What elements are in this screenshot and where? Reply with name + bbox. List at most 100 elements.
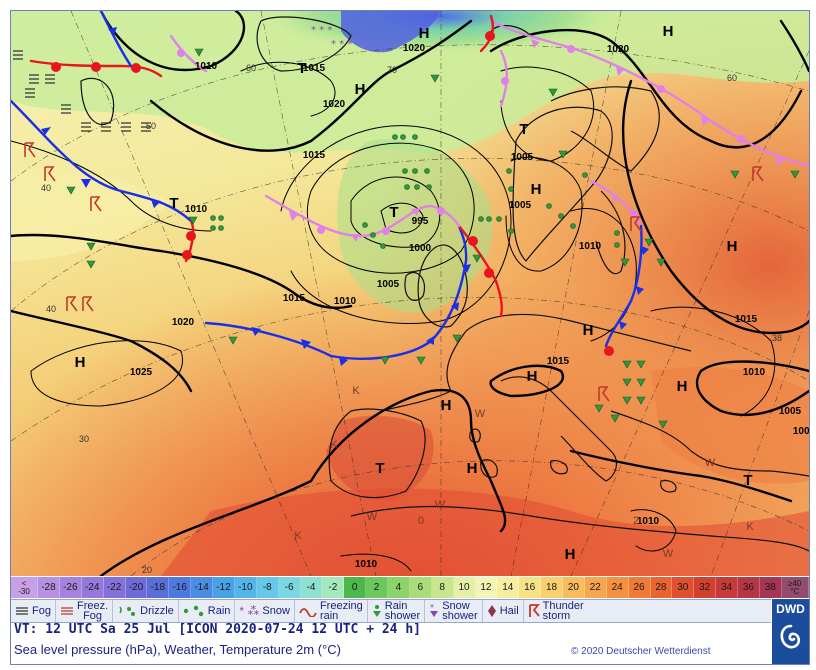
- scale-cell: -14: [191, 577, 213, 598]
- pressure-center-label: H: [565, 546, 576, 563]
- scale-cell: 16: [519, 577, 542, 598]
- pressure-center-label: T: [297, 60, 306, 77]
- isobar-label: 1000: [409, 243, 432, 254]
- dwd-logo[interactable]: DWD: [772, 599, 809, 664]
- legend-rain-shower: Rain shower: [368, 600, 426, 622]
- pressure-center-label: H: [419, 25, 430, 42]
- scale-cell: 20: [563, 577, 585, 598]
- snow-shower-icon: *: [429, 604, 439, 618]
- isobar-label: 1010: [195, 61, 218, 72]
- scale-cell: 24: [606, 577, 629, 598]
- legend-fog: Fog: [11, 600, 56, 622]
- air-mass-mark: W: [435, 499, 446, 511]
- isobar-label: 1010: [579, 241, 602, 252]
- scale-cell: -26: [59, 577, 82, 598]
- legend-snow: * ⁂ Snow: [235, 600, 295, 622]
- isobar-label: 1015: [735, 314, 758, 325]
- temperature-scale: < -30 -28 -26 -24 -22 -20 -18 -16 -14 -12 -10 -8 -6 -4…: [11, 577, 809, 598]
- isobar-label: 1005: [509, 200, 532, 211]
- pressure-center-label: H: [467, 460, 478, 477]
- scale-cell: -4: [300, 577, 323, 598]
- scale-cell: 28: [650, 577, 673, 598]
- latitude-label: 50: [146, 121, 156, 131]
- isobar-label: 1025: [130, 367, 153, 378]
- latitude-label: 40: [41, 183, 51, 193]
- weather-legend: Fog Freez. Fog Drizzle Rain * ⁂ Snow Fre…: [11, 599, 771, 623]
- pressure-center-label: H: [527, 368, 538, 385]
- scale-low-edge: < -30: [11, 577, 38, 598]
- pressure-center-label: H: [355, 81, 366, 98]
- isobar-label: 1010: [743, 367, 766, 378]
- scale-cell: 32: [694, 577, 717, 598]
- legend-freezing-rain: Freezing rain: [295, 600, 368, 622]
- legend-rain: Rain: [179, 600, 236, 622]
- svg-text:*: *: [430, 604, 434, 612]
- scale-cell: 12: [475, 577, 498, 598]
- scale-cell: 8: [431, 577, 454, 598]
- dwd-logo-text: DWD: [776, 602, 805, 616]
- isobar-label: 1020: [403, 43, 426, 54]
- isobar-label: 1015: [303, 150, 326, 161]
- scale-cell: 26: [628, 577, 651, 598]
- scale-cell: 36: [738, 577, 760, 598]
- air-mass-mark: W: [705, 457, 716, 469]
- scale-cell: 30: [672, 577, 695, 598]
- latitude-label: 38: [772, 333, 782, 343]
- scale-cell: -2: [322, 577, 345, 598]
- scale-cell: 6: [409, 577, 432, 598]
- thunderstorm-icon: [528, 604, 540, 618]
- scale-cell: 10: [453, 577, 476, 598]
- copyright: © 2020 Deutscher Wetterdienst: [571, 646, 711, 657]
- scale-cell: -12: [213, 577, 235, 598]
- scale-cell: -22: [103, 577, 126, 598]
- air-mass-mark: K: [330, 439, 338, 451]
- air-mass-mark: K: [352, 385, 360, 397]
- map-info: VT: 12 UTC Sa 25 Jul [ICON 2020-07-24 12…: [11, 622, 771, 664]
- pressure-center-label: H: [727, 238, 738, 255]
- shower-symbols: [66, 48, 800, 429]
- pressure-center-label: T: [389, 204, 398, 221]
- pressure-center-label: T: [519, 121, 528, 138]
- thunderstorm-symbols: [24, 142, 764, 402]
- pressure-center-label: H: [663, 23, 674, 40]
- scale-cell: -24: [81, 577, 104, 598]
- snow-symbols: * * * * * *: [311, 25, 352, 50]
- isobar-label: 1010: [185, 204, 208, 215]
- pressure-center-label: H: [441, 397, 452, 414]
- scale-cell: -28: [38, 577, 60, 598]
- isobar-label: 995: [412, 216, 429, 227]
- svg-text:* * *: * * *: [311, 25, 332, 36]
- legend-hail: Hail: [483, 600, 524, 622]
- freezing-fog-icon: [60, 606, 74, 616]
- scale-cell: 18: [541, 577, 563, 598]
- latitude-label: 60: [246, 63, 256, 73]
- isobar-label: 1010: [355, 559, 378, 570]
- scale-cell: 0: [344, 577, 367, 598]
- isobar-label: 1015: [303, 63, 326, 74]
- legend-thunderstorm: Thunder storm: [524, 600, 588, 622]
- legend-drizzle: Drizzle: [113, 600, 179, 622]
- pressure-center-label: T: [169, 195, 178, 212]
- scale-cell: 4: [388, 577, 410, 598]
- isobar-label: 1010: [637, 516, 660, 527]
- air-mass-mark: 2: [633, 515, 639, 527]
- isobar-label: 1015: [547, 356, 570, 367]
- valid-time: VT: 12 UTC Sa 25 Jul [ICON 2020-07-24 12…: [14, 622, 421, 637]
- air-mass-mark: W: [475, 408, 486, 420]
- isobar-label: 1005: [377, 279, 400, 290]
- air-mass-mark: K: [746, 521, 754, 533]
- pressure-center-label: T: [743, 472, 752, 489]
- legend-snow-shower: * Snow shower: [425, 600, 483, 622]
- latitude-label: 60: [727, 73, 737, 83]
- scale-cell: 22: [584, 577, 607, 598]
- isobar-label: 1010: [334, 296, 357, 307]
- scale-cell: 2: [366, 577, 388, 598]
- scale-cell: -20: [125, 577, 148, 598]
- drizzle-icon: [117, 605, 137, 617]
- scale-cell: 38: [759, 577, 782, 598]
- isobar-label: 1005: [511, 152, 534, 163]
- map-description: Sea level pressure (hPa), Weather, Tempe…: [14, 642, 341, 657]
- isobar-label: 1020: [607, 44, 630, 55]
- rain-icon: [183, 605, 205, 617]
- scale-cell: -18: [147, 577, 170, 598]
